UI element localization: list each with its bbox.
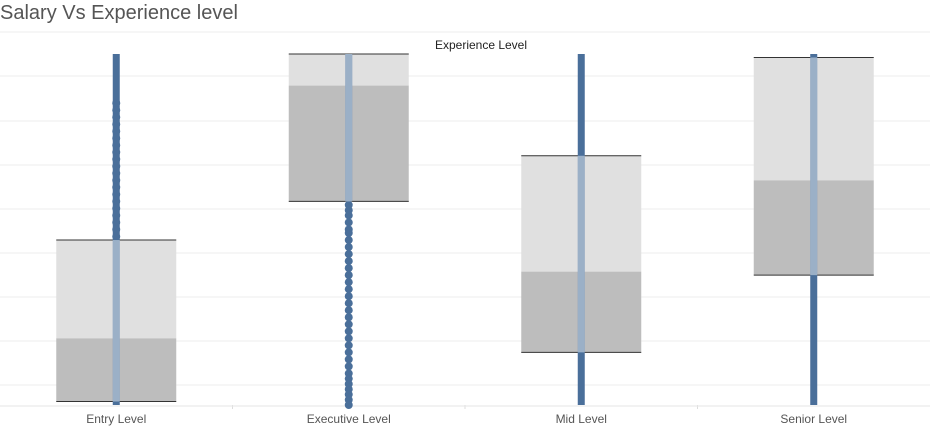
x-tick-label-mid-level: Mid Level: [556, 412, 607, 426]
data-point-entry-level-11: [112, 176, 121, 185]
data-point-executive-level-19: [344, 327, 353, 336]
data-point-executive-level-10: [344, 264, 353, 273]
box-overlay-executive-level: [345, 54, 353, 202]
box-overlay-mid-level: [577, 155, 585, 353]
data-point-executive-level-23: [344, 355, 353, 364]
data-point-entry-level-6: [112, 141, 121, 150]
data-point-entry-level-3: [112, 120, 121, 129]
data-point-executive-level-24: [344, 362, 353, 371]
data-point-entry-level-16: [112, 211, 121, 220]
point-strip-senior-level: [810, 54, 818, 405]
data-point-entry-level-5: [112, 134, 121, 143]
data-point-entry-level-17: [112, 218, 121, 227]
data-point-executive-level-2: [344, 211, 353, 220]
data-point-entry-level-14: [112, 197, 121, 206]
data-point-executive-level-9: [344, 257, 353, 266]
data-point-entry-level-2: [112, 113, 121, 122]
data-point-entry-level-19: [112, 232, 121, 241]
data-point-executive-level-14: [344, 292, 353, 301]
data-point-entry-level-12: [112, 183, 121, 192]
x-tick-label-senior-level: Senior Level: [780, 412, 847, 426]
x-tick-label-entry-level: Entry Level: [86, 412, 146, 426]
data-point-executive-level-20: [344, 334, 353, 343]
point-strip-mid-level: [577, 54, 585, 405]
data-point-executive-level-11: [344, 271, 353, 280]
data-point-entry-level-18: [112, 225, 121, 234]
data-point-entry-level-13: [112, 190, 121, 199]
data-point-executive-level-31: [344, 401, 353, 409]
box-overlay-entry-level: [112, 240, 120, 402]
data-point-executive-level-12: [344, 278, 353, 287]
x-tick-label-executive-level: Executive Level: [307, 412, 391, 426]
data-point-executive-level-5: [344, 229, 353, 238]
data-point-entry-level-10: [112, 169, 121, 178]
data-point-entry-level-15: [112, 204, 121, 213]
data-point-executive-level-21: [344, 341, 353, 350]
chart-title: Salary Vs Experience level: [0, 2, 238, 24]
box-overlay-senior-level: [810, 57, 818, 276]
data-point-executive-level-15: [344, 299, 353, 308]
data-point-executive-level-18: [344, 320, 353, 329]
data-point-entry-level-8: [112, 155, 121, 164]
data-point-entry-level-4: [112, 127, 121, 136]
data-point-executive-level-13: [344, 285, 353, 294]
data-point-entry-level-0: [112, 99, 121, 108]
data-point-executive-level-22: [344, 348, 353, 357]
data-point-entry-level-9: [112, 162, 121, 171]
data-point-entry-level-1: [112, 106, 121, 115]
data-point-executive-level-7: [344, 243, 353, 252]
data-point-executive-level-6: [344, 236, 353, 245]
chart-header: Experience Level: [435, 38, 527, 52]
data-point-executive-level-8: [344, 250, 353, 259]
data-point-executive-level-3: [344, 218, 353, 227]
point-strip-executive-level: [345, 54, 353, 202]
data-point-executive-level-17: [344, 313, 353, 322]
data-point-executive-level-16: [344, 306, 353, 315]
data-point-entry-level-7: [112, 148, 121, 157]
